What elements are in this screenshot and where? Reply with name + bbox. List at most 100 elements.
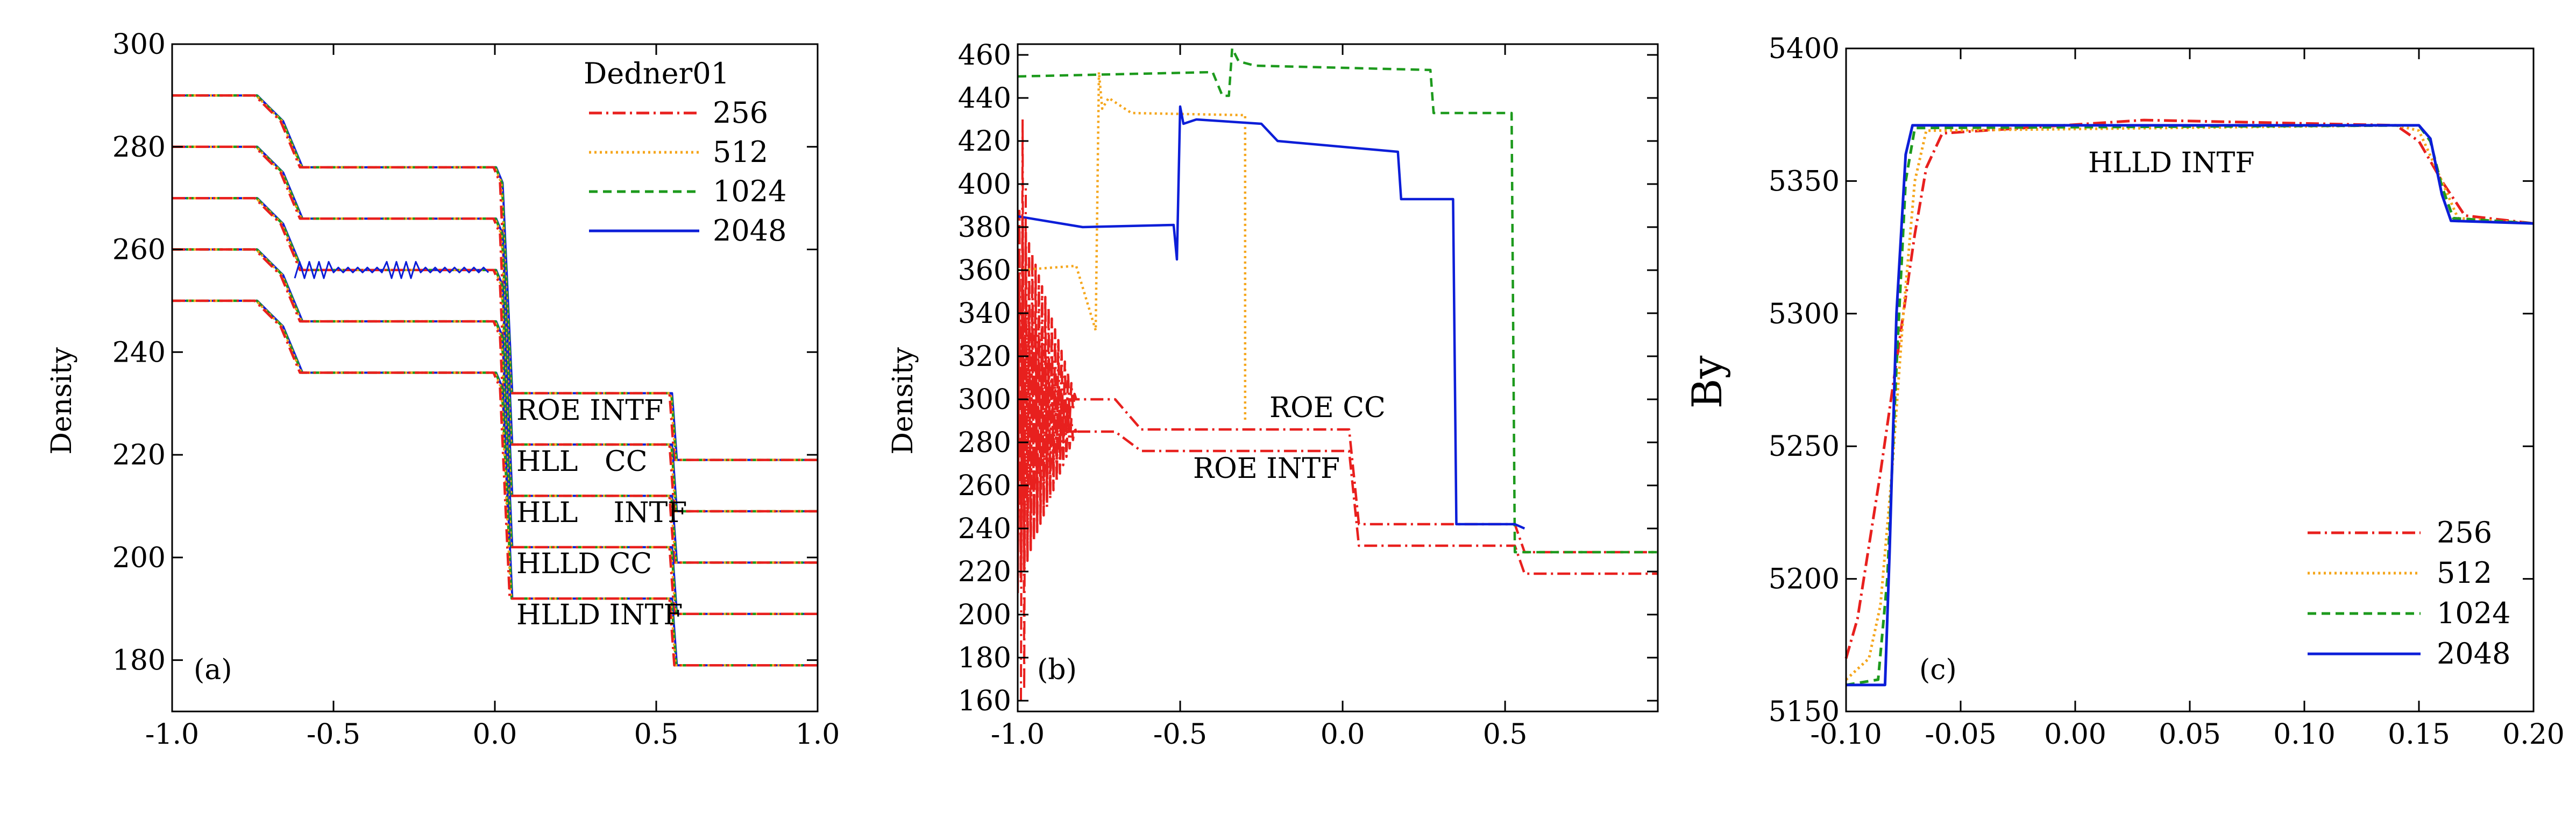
panel-a-ytick-label-0: 180 (112, 645, 166, 677)
panel-b-ytick-label-11: 380 (958, 211, 1011, 244)
annotation-hlld-intf-c: HLLD INTF (2088, 147, 2254, 179)
panel-c-xtick-label-0: -0.10 (1810, 718, 1882, 751)
annotation-hll-cc: HLL CC (516, 446, 648, 478)
panel-c-xtick-label-2: 0.00 (2044, 718, 2106, 751)
panel-c-ytick-label-3: 5300 (1769, 298, 1840, 330)
panel-a-curve-2-0 (172, 197, 818, 564)
panel-c-ytick-label-0: 5150 (1769, 696, 1840, 728)
panel-a-curve-4-2 (172, 299, 818, 667)
panel-c-ytick-label-2: 5250 (1769, 431, 1840, 463)
panel-c-ytick-label-5: 5400 (1769, 33, 1840, 65)
annotation-hll-intf: HLL INTF (516, 497, 687, 529)
panel-a: -1.0 -0.5 0.0 0.5 1.0 180 200 220 240 260 280 300 D… (46, 29, 840, 751)
panel-c-curves (1844, 118, 2534, 687)
panel-b-series-4 (1018, 105, 1525, 530)
panel-b-series-1 (1018, 209, 1658, 594)
panel-c-xtick-label-5: 0.15 (2388, 718, 2450, 751)
legend-c-label-256: 256 (2437, 516, 2492, 549)
panel-c-legend: 256 512 1024 2048 (2308, 516, 2510, 671)
panel-b-series-spike (1020, 118, 1027, 701)
panel-a-curve-4-3 (172, 299, 818, 667)
panel-c-ytick-label-1: 5200 (1769, 563, 1840, 596)
panel-c-xtick-label-4: 0.10 (2273, 718, 2336, 751)
panel-b-ytick-label-10: 360 (958, 255, 1011, 287)
panel-b-series-3 (1018, 47, 1658, 554)
panel-b-label: (b) (1037, 654, 1077, 686)
panel-a-ytick-label-6: 300 (112, 29, 166, 61)
legend-a-label-1024: 1024 (713, 174, 786, 208)
panel-a-xtick-label-2: 0.0 (473, 718, 517, 751)
panel-a-curve-3-0 (172, 248, 818, 615)
panel-a-curve-3-1 (172, 248, 818, 616)
panel-a-ylabel: Density (46, 347, 78, 455)
panel-b-ytick-label-14: 440 (958, 82, 1011, 115)
panel-a-curve-2-1 (172, 196, 818, 564)
panel-b-ytick-label-8: 320 (958, 341, 1011, 373)
panel-b-ytick-label-1: 180 (958, 642, 1011, 674)
legend-a-label-512: 512 (713, 135, 768, 169)
annotation-hlld-intf: HLLD INTF (516, 599, 683, 631)
legend-c-label-2048: 2048 (2437, 637, 2510, 671)
panel-b-ytick-label-7: 300 (958, 384, 1011, 416)
panel-b-ylabel: Density (887, 347, 919, 455)
panel-a-ytick-label-3: 240 (112, 336, 166, 369)
panel-b-series-2 (1018, 70, 1247, 421)
panel-b-ytick-label-6: 280 (958, 427, 1011, 459)
panel-b-ytick-label-0: 160 (958, 685, 1011, 717)
legend-c-label-1024: 1024 (2437, 596, 2510, 630)
legend-c-label-512: 512 (2437, 556, 2492, 590)
legend-a-title: Dedner01 (584, 57, 729, 90)
panel-c-ylabel: By (1683, 356, 1731, 409)
panel-c-xtick-label-3: 0.05 (2159, 718, 2221, 751)
panel-b-series-0 (1018, 284, 1658, 583)
panel-b-curves (1018, 47, 1658, 701)
panel-c-series-512 (1845, 124, 2534, 681)
panel-b-ytick-label-5: 260 (958, 470, 1011, 502)
panel-a-ytick-label-1: 200 (112, 542, 166, 574)
panel-c-label: (c) (1919, 654, 1957, 686)
panel-a-xtick-label-3: 0.5 (634, 718, 679, 751)
annotation-roe-intf: ROE INTF (516, 394, 663, 427)
panel-a-label: (a) (194, 654, 232, 686)
annotation-roe-intf-b: ROE INTF (1193, 453, 1340, 485)
panel-c-series-256 (1844, 118, 2534, 659)
panel-c-ticks: -0.10 -0.05 0.00 0.05 0.10 0.15 0.20 5150 5200 52… (1769, 33, 2565, 751)
panel-a-legend: Dedner01 256 512 1024 2048 (584, 57, 786, 248)
panel-c: -0.10 -0.05 0.00 0.05 0.10 0.15 0.20 5150 5200 52… (1683, 33, 2565, 751)
panel-a-curve-1-3 (172, 145, 818, 513)
panel-b-xtick-label-1: -0.5 (1153, 718, 1207, 751)
panel-b-ytick-label-9: 340 (958, 298, 1011, 330)
panel-b-plot (1018, 47, 1658, 701)
annotation-roe-cc: ROE CC (1269, 392, 1386, 424)
panel-b-xtick-label-2: 0.0 (1321, 718, 1365, 751)
panel-b-ytick-label-4: 240 (958, 513, 1011, 545)
legend-a-label-256: 256 (713, 96, 768, 130)
panel-a-ticks: -1.0 -0.5 0.0 0.5 1.0 180 200 220 240 260 280 300 (112, 29, 840, 751)
panel-c-series-2048 (1846, 124, 2534, 687)
panel-a-curve-4-1 (172, 299, 818, 667)
panel-a-curve-3-3 (172, 248, 818, 616)
panel-a-curve-1-2 (172, 145, 818, 513)
panel-a-ytick-label-5: 280 (112, 131, 166, 164)
panel-c-xtick-label-1: -0.05 (1925, 718, 1996, 751)
panel-a-curve-0-3 (172, 94, 818, 461)
panel-c-series-1024 (1846, 124, 2534, 687)
panel-b-ytick-label-3: 220 (958, 556, 1011, 588)
panel-a-curves (172, 94, 818, 667)
annotation-hlld-cc: HLLD CC (516, 548, 652, 580)
panel-b-xtick-label-3: 0.5 (1483, 718, 1528, 751)
panel-b-ticks: -1.0 -0.5 0.0 0.5 160 180 200 220 240 260 280 300 32… (958, 39, 1658, 751)
panel-a-curve-2-2 (172, 196, 818, 564)
panel-a-xtick-label-1: -0.5 (307, 718, 360, 751)
panel-b-ytick-label-15: 460 (958, 39, 1011, 72)
panel-b-xtick-label-0: -1.0 (991, 718, 1045, 751)
panel-a-curve-oscillation (294, 260, 489, 279)
panel-b-ytick-label-2: 200 (958, 599, 1011, 631)
panel-a-xtick-label-4: 1.0 (796, 718, 840, 751)
panel-a-curve-0-2 (172, 94, 818, 461)
panel-b-frame (1017, 43, 1659, 713)
panel-a-curve-2-3 (172, 196, 818, 564)
panel-c-xtick-label-6: 0.20 (2502, 718, 2565, 751)
panel-b-ytick-label-12: 400 (958, 168, 1011, 201)
